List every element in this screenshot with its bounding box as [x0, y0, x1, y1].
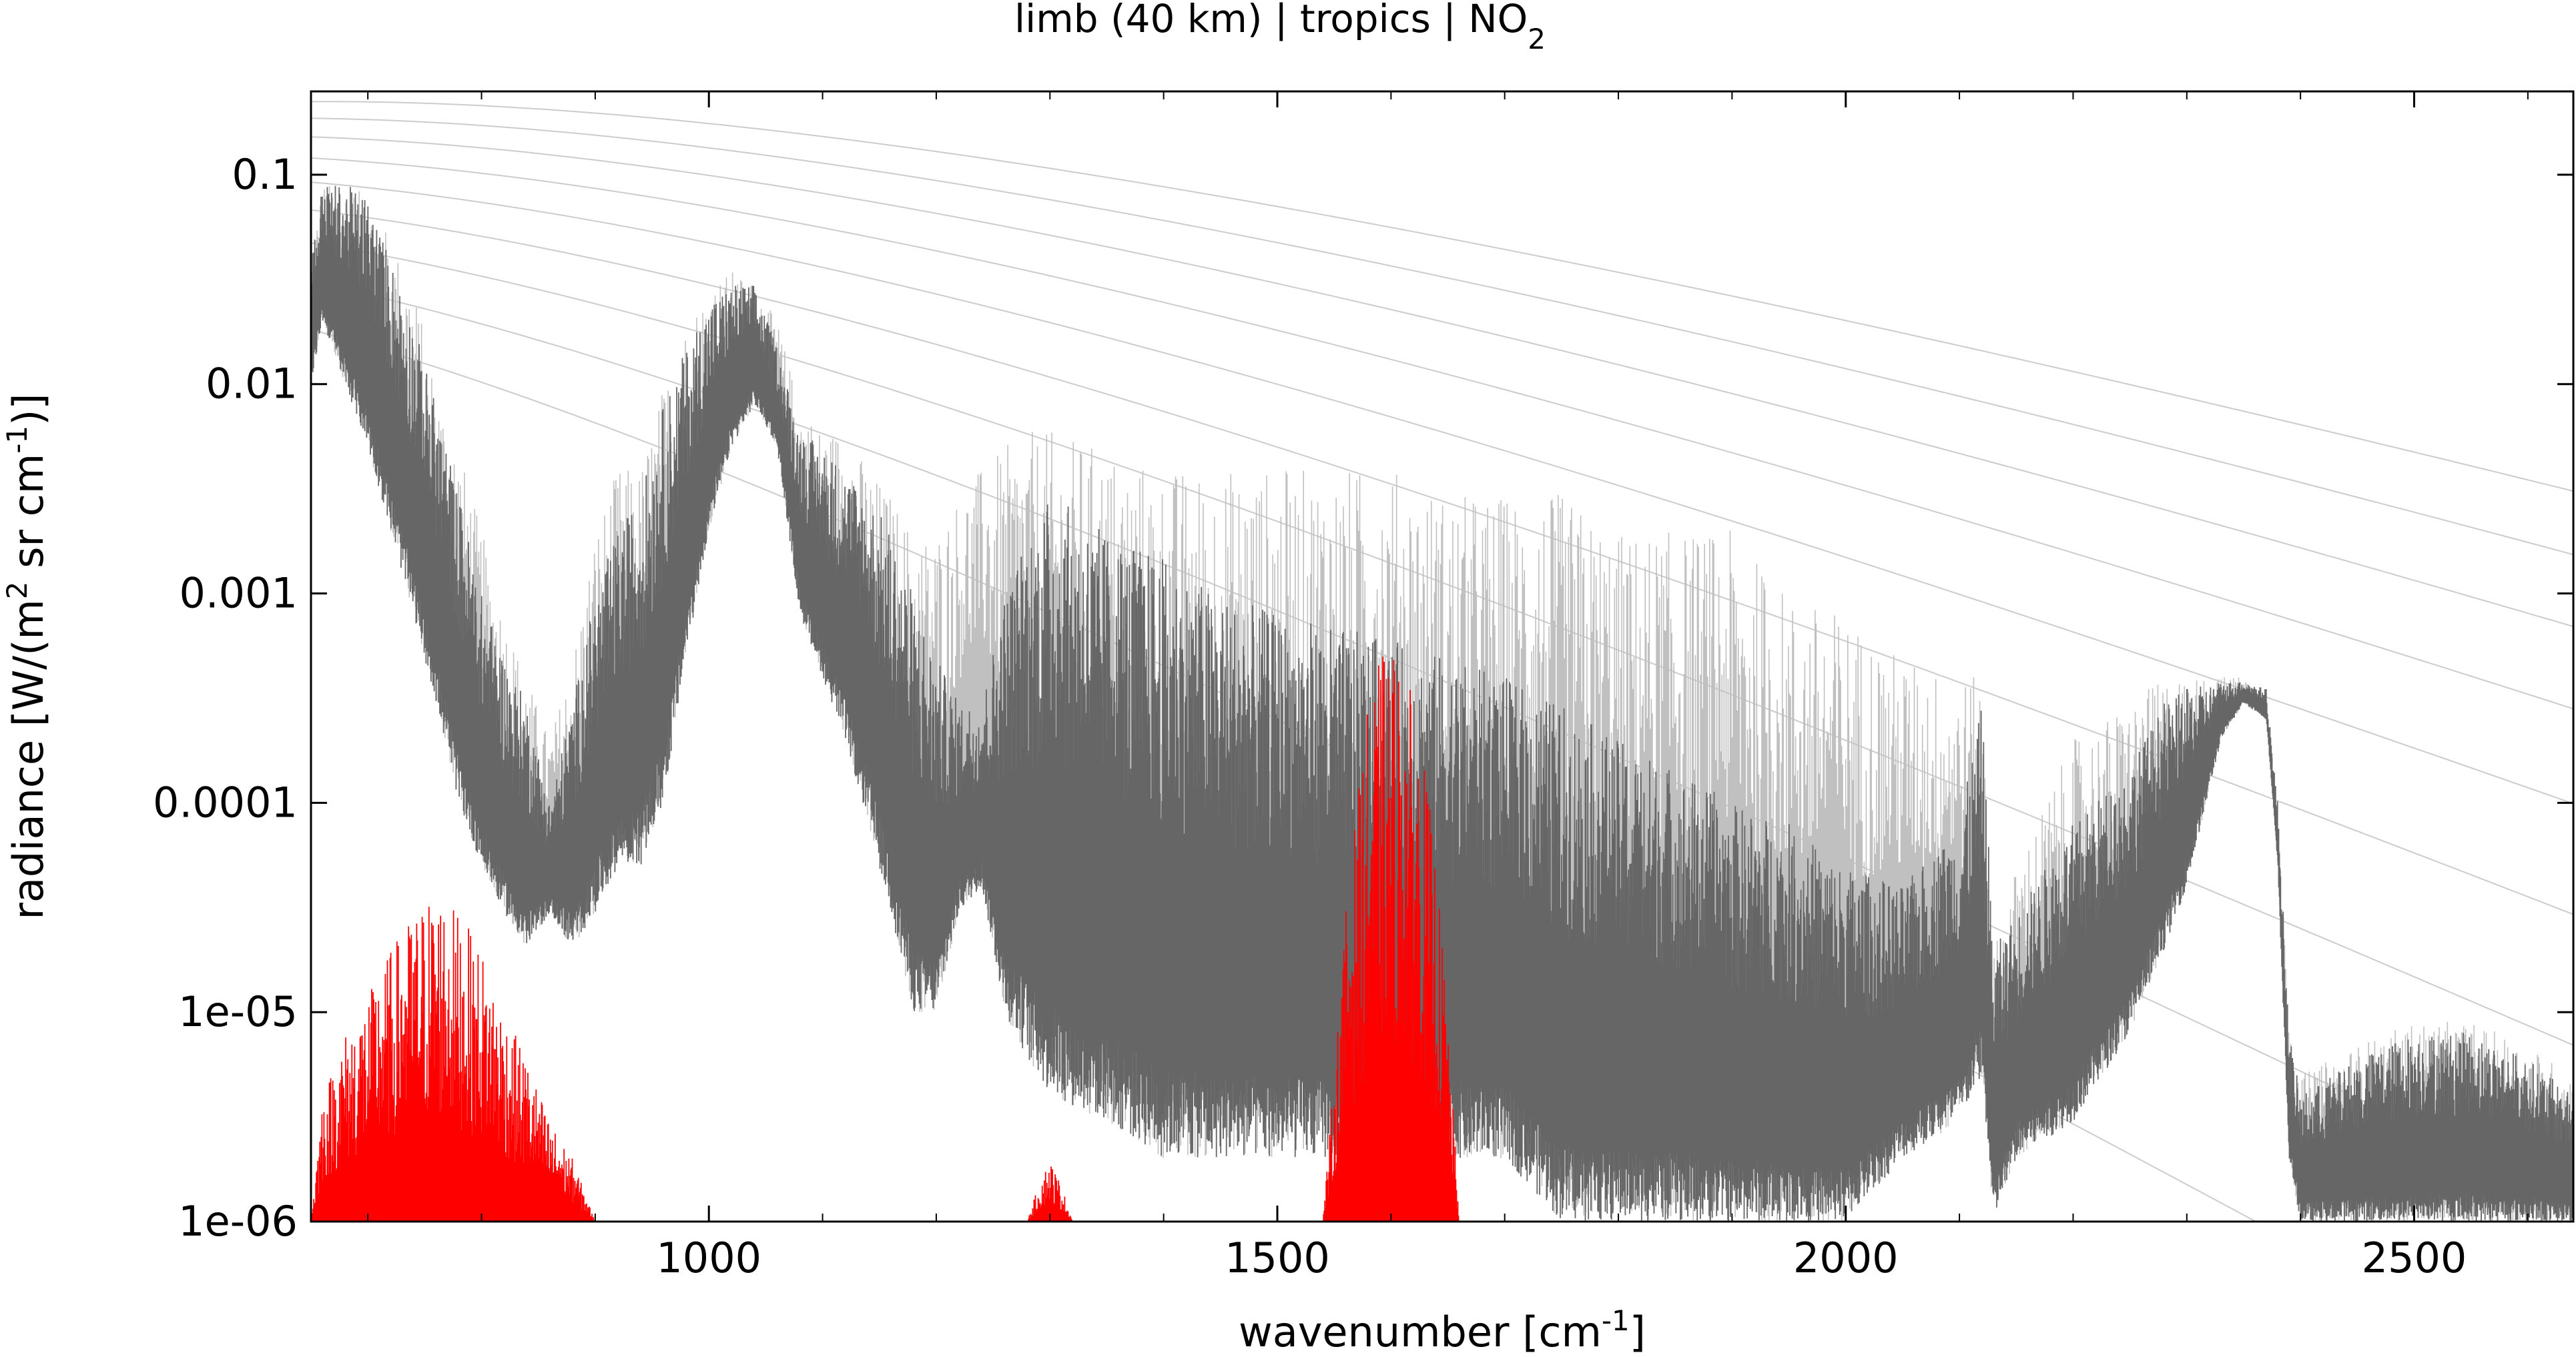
- y-tick-label-1e-06: 1e-06: [178, 1197, 298, 1246]
- planck-curve-300K: [311, 136, 2573, 628]
- plot-frame: [310, 90, 2575, 1223]
- no2-band-3: [1323, 656, 1460, 1222]
- axis-ticks: 1000 1500 2000 2500 0.1 0.01 0.001 0.0001 1e-05 1…: [153, 91, 2573, 1282]
- no2-band-2: [1027, 1166, 1073, 1222]
- planck-curve-340K: [311, 101, 2573, 492]
- total-radiance-lines: [311, 185, 2573, 1222]
- chart-title: limb (40 km) | tropics | NO2: [1014, 0, 1546, 55]
- y-tick-label-0.001: 0.001: [180, 569, 298, 618]
- planck-curve-280K: [311, 157, 2573, 710]
- x-tick-label-1000: 1000: [656, 1234, 761, 1282]
- y-tick-label-1e-05: 1e-05: [178, 987, 298, 1036]
- series-layer: [311, 185, 2573, 1222]
- y-tick-label-0.1: 0.1: [232, 150, 298, 199]
- planck-curve-320K: [311, 117, 2573, 556]
- no2-band-1: [311, 907, 596, 1222]
- y-tick-label-0.01: 0.01: [206, 360, 298, 408]
- planck-curve-260K: [311, 181, 2573, 805]
- y-tick-label-0.0001: 0.0001: [153, 778, 298, 827]
- x-axis-label: wavenumber [cm-1]: [1239, 1304, 1646, 1357]
- x-tick-label-1500: 1500: [1225, 1234, 1330, 1282]
- x-tick-label-2000: 2000: [1793, 1234, 1899, 1282]
- y-axis-label: radiance [W/(m2 sr cm-1)]: [1, 394, 53, 920]
- x-tick-label-2500: 2500: [2362, 1234, 2467, 1282]
